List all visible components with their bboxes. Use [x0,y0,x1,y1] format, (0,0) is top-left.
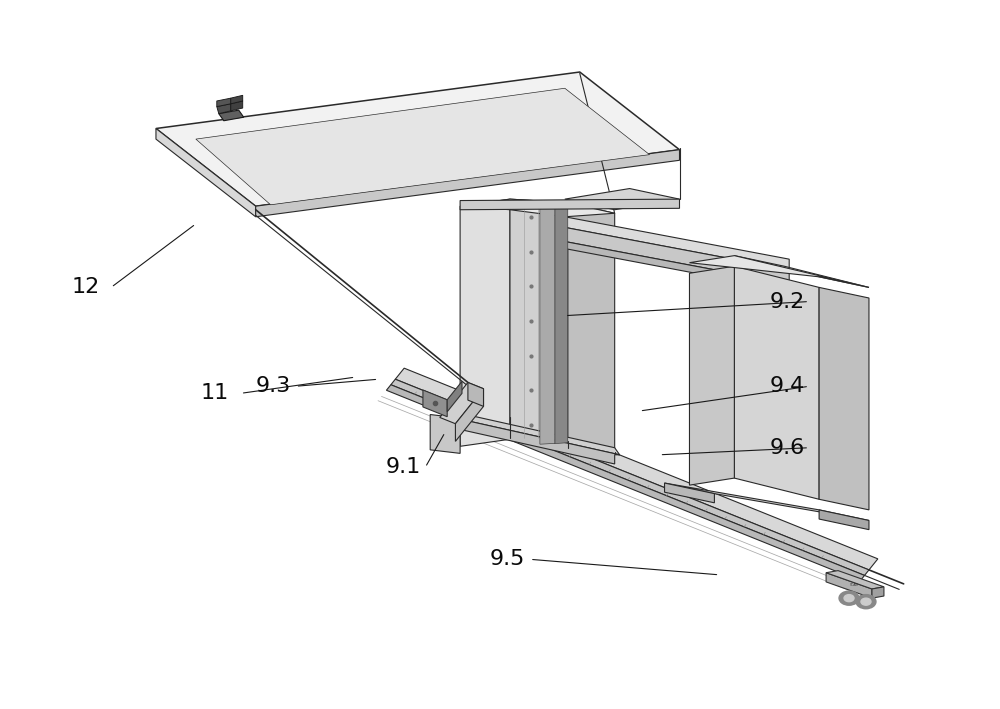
Polygon shape [734,266,819,499]
Circle shape [861,598,871,605]
Polygon shape [510,199,568,443]
Polygon shape [689,266,734,485]
Polygon shape [819,510,869,530]
Polygon shape [468,382,484,406]
Circle shape [839,591,859,605]
Polygon shape [460,199,510,446]
Text: 11: 11 [201,384,229,403]
Polygon shape [196,88,650,205]
Polygon shape [460,199,680,210]
Polygon shape [734,256,869,287]
Polygon shape [460,199,615,217]
Polygon shape [826,571,884,589]
Polygon shape [156,128,256,217]
Polygon shape [423,390,447,417]
Polygon shape [565,189,680,210]
Polygon shape [386,385,865,581]
Polygon shape [872,587,884,598]
Polygon shape [665,483,869,520]
Polygon shape [447,381,462,412]
Polygon shape [395,368,878,570]
Polygon shape [156,72,680,206]
Polygon shape [665,483,714,503]
Polygon shape [565,228,789,284]
Polygon shape [689,256,869,287]
Polygon shape [555,203,568,444]
Polygon shape [450,418,620,464]
Text: 9.2: 9.2 [769,291,804,311]
Circle shape [856,595,876,609]
Text: 9.1: 9.1 [385,457,421,477]
Polygon shape [256,150,680,217]
Polygon shape [440,382,484,424]
Polygon shape [391,379,869,576]
Polygon shape [565,242,789,291]
Polygon shape [826,573,872,598]
Polygon shape [819,287,869,510]
Text: 9.6: 9.6 [769,437,804,458]
Polygon shape [540,203,555,445]
Text: 9.4: 9.4 [769,376,804,396]
Polygon shape [450,411,620,454]
Polygon shape [430,415,460,453]
Text: SCAN: SCAN [850,584,858,588]
Polygon shape [231,101,243,111]
Polygon shape [217,104,231,113]
Polygon shape [217,98,231,106]
Circle shape [844,595,854,602]
Polygon shape [231,95,243,104]
Polygon shape [455,389,484,442]
Text: 12: 12 [71,277,99,297]
Polygon shape [219,110,244,121]
Text: 9.5: 9.5 [490,549,525,569]
Polygon shape [565,217,789,269]
Text: 9.3: 9.3 [256,376,291,396]
Polygon shape [568,203,615,453]
